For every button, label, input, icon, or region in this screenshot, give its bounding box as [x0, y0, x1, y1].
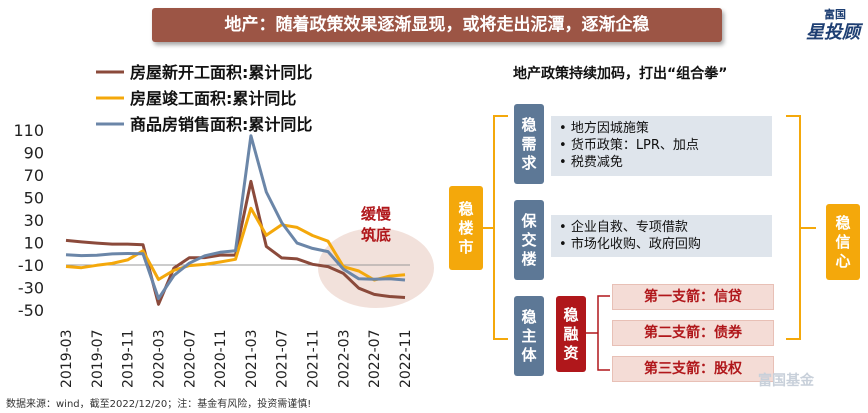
annotation-line-1: 缓慢 — [361, 205, 392, 223]
y-tick-label: -10 — [18, 256, 44, 275]
group-demand-items: 地方因城施策 货币政策：LPR、加点 税费减免 — [551, 116, 772, 176]
y-tick-label: 10 — [24, 234, 44, 253]
x-tick-label: 2019-11 — [121, 330, 137, 389]
group-demand-label-text: 稳需求 — [521, 115, 537, 172]
x-tick-label: 2019-07 — [90, 330, 106, 389]
label-stabilize-confidence-text: 稳信心 — [835, 213, 851, 270]
series-line-2 — [65, 134, 406, 301]
list-item: 市场化收购、政府回购 — [559, 236, 764, 253]
x-tick-label: 2021-03 — [244, 330, 260, 389]
label-stabilize-confidence: 稳信心 — [826, 204, 860, 280]
label-stabilize-market: 稳楼市 — [449, 186, 483, 270]
group-entity-label-text: 稳主体 — [521, 307, 537, 364]
y-tick-label: 30 — [24, 211, 44, 230]
y-tick-label: 90 — [24, 144, 44, 163]
label-stabilize-market-text: 稳楼市 — [458, 199, 474, 256]
arrows-bracket — [597, 295, 610, 371]
brand-big-text: 星投顾 — [806, 22, 860, 43]
group-financing-label: 稳融资 — [556, 296, 586, 372]
brand-small-text: 富国 — [824, 8, 846, 21]
legend-label: 商品房销售面积:累计同比 — [130, 115, 312, 134]
y-tick-label: 50 — [24, 189, 44, 208]
y-tick-label: 70 — [24, 166, 44, 185]
policy-title: 地产政策持续加码，打出“组合拳” — [513, 66, 728, 82]
group-delivery-label: 保交楼 — [514, 200, 544, 280]
x-tick-label: 2022-11 — [398, 330, 414, 389]
third-arrow: 第三支箭：股权 — [612, 356, 774, 382]
list-item: 货币政策：LPR、加点 — [559, 137, 764, 154]
list-item: 地方因城施策 — [559, 120, 764, 137]
first-arrow: 第一支箭：信贷 — [612, 284, 774, 310]
second-arrow: 第二支箭：债券 — [612, 320, 774, 346]
x-tick-label: 2020-07 — [182, 330, 198, 389]
footnote: 数据来源：wind，截至2022/12/20；注：基金有风险，投资需谨慎! — [6, 399, 312, 410]
y-tick-label: 110 — [13, 121, 44, 140]
group-delivery-label-text: 保交楼 — [521, 211, 537, 268]
x-tick-label: 2022-07 — [367, 330, 383, 389]
x-tick-label: 2020-11 — [213, 330, 229, 389]
left-bracket — [493, 115, 508, 340]
group-entity-label: 稳主体 — [514, 296, 544, 376]
bottoming-highlight — [318, 228, 434, 308]
page-title: 地产：随着政策效果逐渐显现，或将走出泥潭，逐渐企稳 — [152, 8, 722, 42]
annotation-line-2: 筑底 — [360, 226, 391, 244]
x-tick-label: 2021-11 — [306, 330, 322, 389]
group-demand-label: 稳需求 — [514, 104, 544, 184]
right-bracket — [786, 115, 801, 340]
legend-label: 房屋竣工面积:累计同比 — [130, 89, 296, 108]
y-tick-label: -30 — [18, 279, 44, 298]
x-tick-label: 2022-03 — [336, 330, 352, 389]
y-tick-label: -50 — [18, 301, 44, 320]
x-tick-label: 2020-03 — [151, 330, 167, 389]
x-tick-label: 2021-07 — [275, 330, 291, 389]
list-item: 企业自救、专项借款 — [559, 219, 764, 236]
legend-label: 房屋新开工面积:累计同比 — [130, 63, 312, 82]
brand-logo: 富国 星投顾 — [786, 4, 866, 44]
list-item: 税费减免 — [559, 154, 764, 171]
watermark: 富国基金 — [758, 373, 814, 389]
series-line-1 — [65, 206, 406, 282]
x-tick-label: 2019-03 — [59, 330, 75, 389]
group-financing-label-text: 稳融资 — [563, 305, 579, 362]
group-delivery-items: 企业自救、专项借款 市场化收购、政府回购 — [551, 215, 772, 257]
